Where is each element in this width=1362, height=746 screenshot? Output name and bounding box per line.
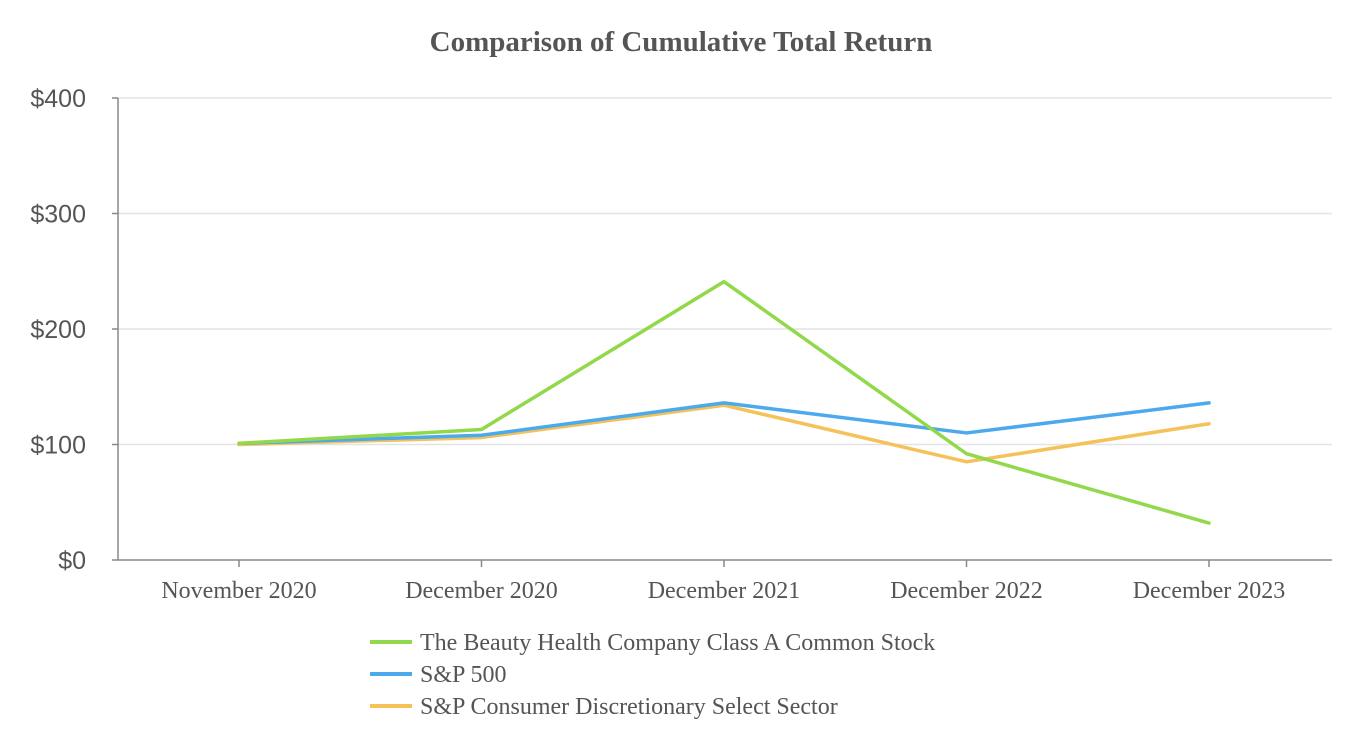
series-line-2	[237, 403, 1211, 464]
x-tick-label: December 2022	[890, 578, 1043, 604]
x-tick-label: December 2023	[1133, 578, 1286, 604]
y-tick-label: $100	[30, 432, 86, 460]
series-line-1	[237, 401, 1211, 446]
y-tick-label: $200	[30, 316, 86, 344]
x-tick-label: December 2020	[405, 578, 558, 604]
x-tick-label: December 2021	[648, 578, 801, 604]
legend-label: S&P 500	[420, 662, 506, 688]
legend-label: The Beauty Health Company Class A Common…	[420, 630, 935, 656]
series-lines	[237, 279, 1211, 525]
legend-label: S&P Consumer Discretionary Select Sector	[420, 694, 838, 720]
x-tick-label: November 2020	[161, 578, 316, 604]
y-tick-label: $0	[58, 547, 86, 575]
gridlines	[118, 97, 1332, 446]
axes: $0 $100 $200 $300 $400 November 2020 December …	[30, 85, 1332, 604]
legend: The Beauty Health Company Class A Common…	[370, 630, 935, 720]
chart-title: Comparison of Cumulative Total Return	[430, 26, 933, 58]
series-line-0	[237, 279, 1211, 525]
y-tick-label: $400	[30, 85, 86, 113]
y-tick-label: $300	[30, 201, 86, 229]
